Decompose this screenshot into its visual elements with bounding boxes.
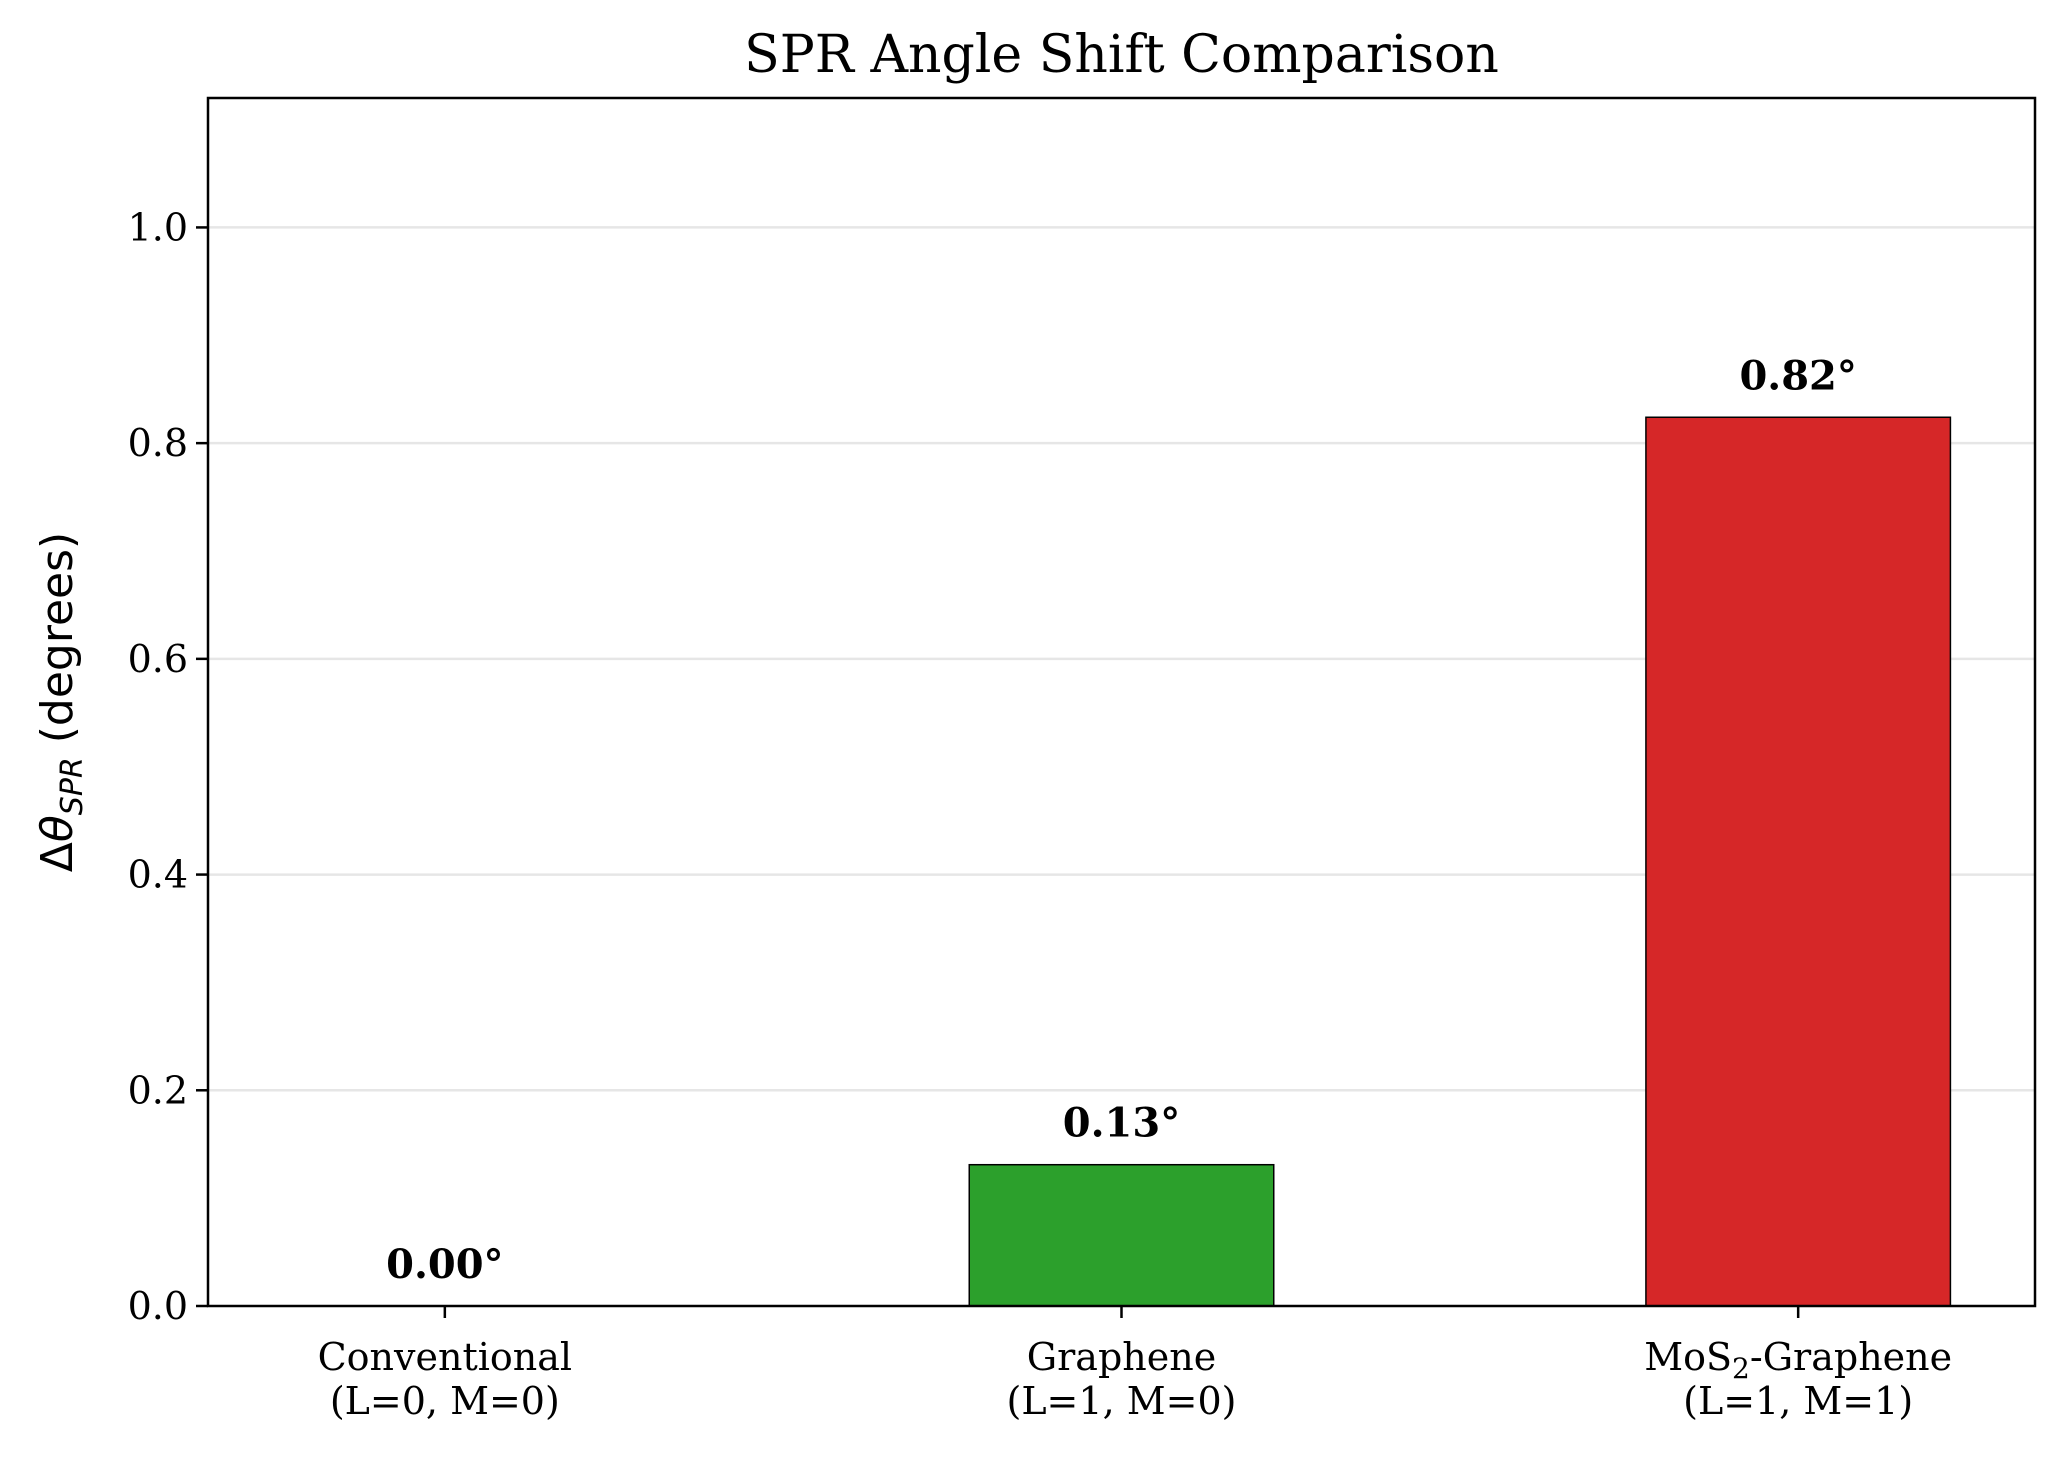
y-axis-label-units: (degrees): [32, 532, 83, 757]
bar: [1645, 416, 1952, 1307]
y-tick-label: 1.0: [128, 205, 188, 249]
y-tick-label: 0.0: [128, 1284, 188, 1328]
x-tick-label-line2: (L=1, M=0): [1007, 1379, 1237, 1423]
y-axis-label-delta: Δ: [32, 842, 83, 872]
chart-title: SPR Angle Shift Comparison: [744, 25, 1499, 85]
data-label: 0.82°: [1739, 352, 1856, 399]
x-axis: Conventional(L=0, M=0) Graphene(L=1, M=0)…: [318, 1306, 1952, 1423]
data-label: 0.13°: [1063, 1100, 1180, 1147]
y-tick-label: 0.8: [128, 421, 188, 465]
y-tick-label: 0.4: [128, 853, 188, 897]
x-tick-label-subscript: 2: [1732, 1352, 1750, 1385]
x-tick-label-line2: (L=0, M=0): [330, 1379, 560, 1423]
y-tick-label: 0.6: [128, 637, 188, 681]
y-axis-label-subscript: SPR: [55, 757, 90, 815]
x-tick-label: MoS2-Graphene: [1644, 1335, 1952, 1385]
data-label-layer: 0.00° 0.13° 0.82°: [386, 352, 1857, 1288]
bar-layer: [968, 416, 1952, 1307]
y-tick-label: 0.2: [128, 1068, 188, 1112]
y-axis: 0.0 0.2 0.4 0.6 0.8 1.0: [128, 205, 208, 1328]
data-label: 0.00°: [386, 1241, 503, 1288]
x-tick-label: Graphene: [1027, 1335, 1216, 1379]
bar: [968, 1163, 1275, 1307]
x-tick-label-line2: (L=1, M=1): [1683, 1379, 1913, 1423]
x-tick-label-part: -Graphene: [1750, 1335, 1952, 1379]
x-tick-label-part: MoS: [1644, 1335, 1732, 1379]
y-axis-label-theta: θ: [32, 815, 83, 842]
y-axis-label: ΔθSPR (degrees): [32, 532, 90, 872]
x-tick-label: Conventional: [318, 1335, 572, 1379]
